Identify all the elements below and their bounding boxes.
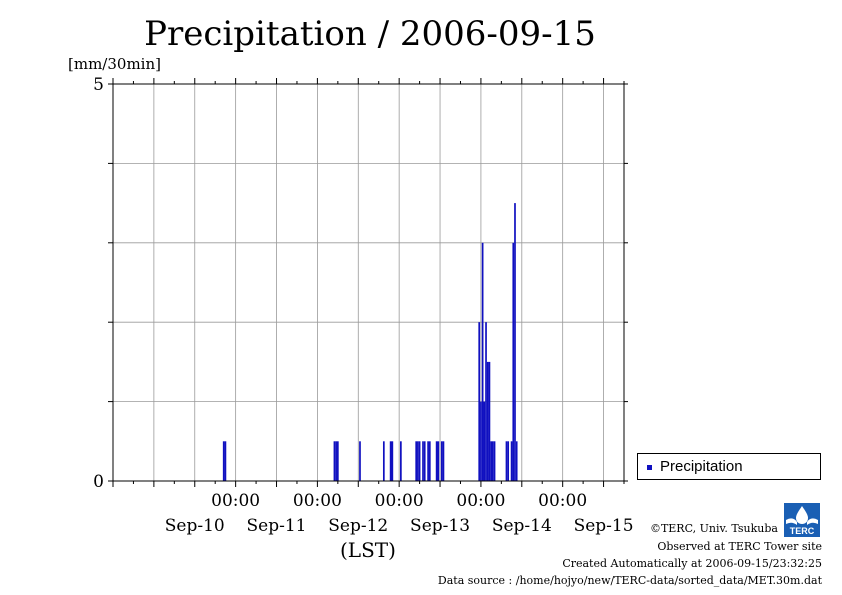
precipitation-bar bbox=[514, 203, 516, 481]
precipitation-bar bbox=[515, 441, 518, 481]
precipitation-bar bbox=[491, 441, 494, 481]
precipitation-bar bbox=[478, 322, 481, 481]
legend-swatch bbox=[647, 465, 652, 470]
tick-labels: 0 5 00:00 00:00 00:00 00:00 00:00 Sep-10 Sep-11 S… bbox=[93, 75, 633, 536]
precipitation-bar bbox=[488, 361, 491, 481]
precipitation-bar bbox=[507, 441, 510, 481]
x-date-label: Sep-11 bbox=[247, 516, 307, 536]
precipitation-bar bbox=[493, 441, 496, 481]
precipitation-bar bbox=[435, 441, 438, 481]
precipitation-bar bbox=[224, 441, 227, 481]
precipitation-bar bbox=[483, 401, 486, 481]
precipitation-bar bbox=[222, 441, 225, 481]
y-tick-label: 5 bbox=[93, 75, 104, 95]
precipitation-bar bbox=[400, 441, 402, 481]
x-date-label: Sep-15 bbox=[574, 516, 634, 536]
precipitation-bar bbox=[428, 441, 431, 481]
precipitation-bar bbox=[389, 441, 392, 481]
x-date-label: Sep-12 bbox=[328, 516, 388, 536]
x-date-label: Sep-13 bbox=[410, 516, 470, 536]
precipitation-bar bbox=[417, 441, 419, 481]
x-date-label: Sep-10 bbox=[165, 516, 225, 536]
precipitation-bar bbox=[391, 441, 394, 481]
precipitation-bar bbox=[427, 441, 429, 481]
x-date-label: Sep-14 bbox=[492, 516, 552, 536]
bars bbox=[222, 203, 518, 481]
svg-text:TERC: TERC bbox=[790, 526, 815, 536]
terc-logo-icon: TERC bbox=[784, 503, 820, 537]
x-tick-time-label: 00:00 bbox=[211, 491, 260, 511]
precipitation-bar bbox=[423, 441, 426, 481]
precipitation-bar bbox=[336, 441, 339, 481]
x-tick-time-label: 00:00 bbox=[293, 491, 342, 511]
precipitation-bar bbox=[481, 242, 484, 481]
precipitation-bar bbox=[505, 441, 508, 481]
precipitation-bar bbox=[490, 441, 492, 481]
x-axis-label: (LST) bbox=[340, 538, 396, 562]
x-tick-time-label: 00:00 bbox=[375, 491, 424, 511]
precipitation-bar bbox=[422, 441, 424, 481]
precipitation-bar bbox=[485, 322, 487, 481]
precipitation-bar bbox=[486, 361, 489, 481]
ticks bbox=[108, 78, 628, 487]
legend: Precipitation bbox=[637, 453, 821, 480]
chart-title: Precipitation / 2006-09-15 bbox=[144, 14, 596, 54]
precipitation-bar bbox=[335, 441, 337, 481]
x-tick-time-label: 00:00 bbox=[456, 491, 505, 511]
copyright-text: ©TERC, Univ. Tsukuba bbox=[649, 522, 778, 535]
precipitation-bar bbox=[418, 441, 421, 481]
x-tick-time-label: 00:00 bbox=[538, 491, 587, 511]
precipitation-bar bbox=[415, 441, 418, 481]
source-text: Data source : /home/hojyo/new/TERC-data/… bbox=[437, 574, 822, 587]
precipitation-bar bbox=[442, 441, 445, 481]
created-text: Created Automatically at 2006-09-15/23:3… bbox=[562, 557, 822, 570]
precipitation-bar bbox=[510, 441, 513, 481]
precipitation-bar bbox=[480, 401, 482, 481]
y-axis-label: [mm/30min] bbox=[68, 55, 161, 73]
precipitation-bar bbox=[437, 441, 440, 481]
y-tick-label: 0 bbox=[93, 472, 104, 492]
precipitation-bar bbox=[359, 441, 361, 481]
precipitation-bar bbox=[440, 441, 443, 481]
legend-label: Precipitation bbox=[660, 458, 743, 475]
precipitation-bar bbox=[382, 441, 385, 481]
precipitation-bar bbox=[333, 441, 336, 481]
precipitation-bar bbox=[512, 242, 515, 481]
plot-frame bbox=[112, 83, 625, 482]
grid bbox=[113, 84, 624, 481]
site-text: Observed at TERC Tower site bbox=[657, 540, 822, 553]
